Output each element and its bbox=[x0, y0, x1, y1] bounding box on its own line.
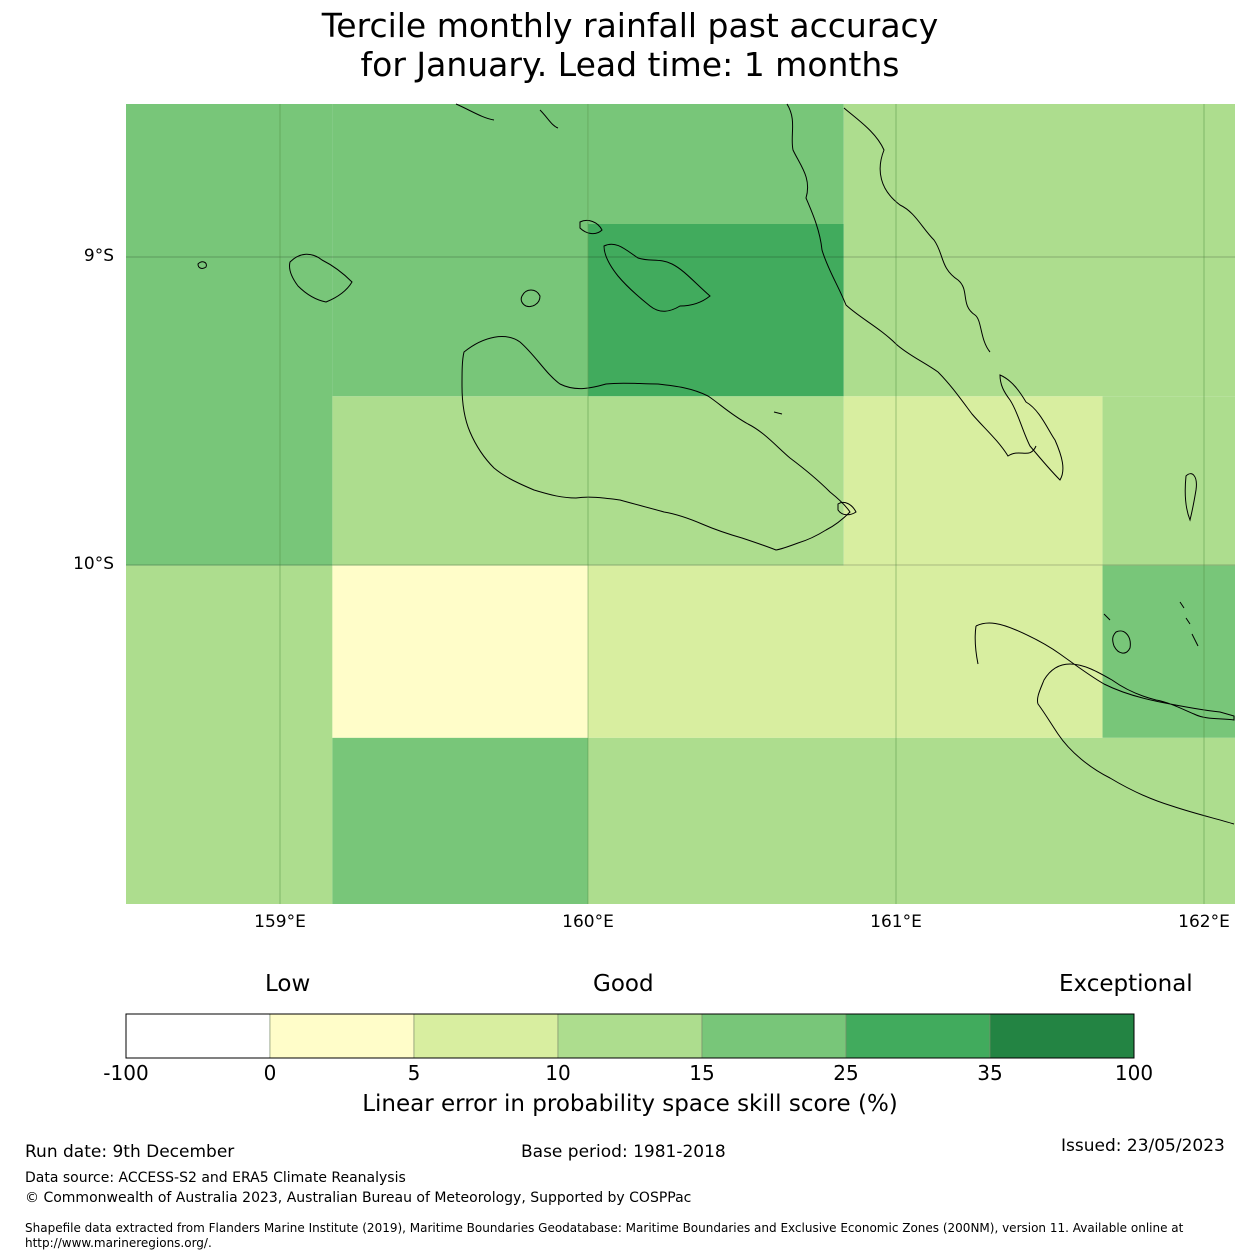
coastline-north-islets bbox=[455, 103, 559, 129]
colorbar-category-exceptional: Exceptional bbox=[1059, 971, 1193, 997]
colorbar-segment bbox=[413, 1013, 559, 1059]
colorbar-segment bbox=[701, 1013, 847, 1059]
grid-cell bbox=[843, 104, 1235, 397]
grid-cell bbox=[332, 104, 589, 397]
coastline-florida-islet bbox=[773, 411, 783, 415]
grid-cell bbox=[588, 104, 844, 224]
colorbar-tick: 5 bbox=[407, 1061, 421, 1085]
lon-label-162e: 162°E bbox=[1178, 912, 1230, 932]
grid-cell bbox=[1102, 396, 1235, 566]
colorbar-segment bbox=[989, 1013, 1135, 1059]
colorbar-frame bbox=[125, 1013, 1135, 1059]
colorbar-segment bbox=[125, 1013, 271, 1059]
lat-label-9s: 9°S bbox=[83, 246, 114, 266]
graticule bbox=[126, 256, 1235, 566]
issued-date: Issued: 23/05/2023 bbox=[1061, 1136, 1225, 1156]
copyright-notice: © Commonwealth of Australia 2023, Austra… bbox=[25, 1190, 692, 1206]
coastline-guadalcanal bbox=[461, 336, 851, 551]
colorbar-segment bbox=[269, 1013, 415, 1059]
colorbar-tick: 10 bbox=[545, 1061, 571, 1085]
coastline-small-islets-east bbox=[1103, 601, 1199, 647]
data-source: Data source: ACCESS-S2 and ERA5 Climate … bbox=[25, 1170, 406, 1186]
chart-title-line2: for January. Lead time: 1 months bbox=[360, 45, 900, 84]
colorbar-category-low: Low bbox=[265, 971, 311, 997]
colorbar-tick: 15 bbox=[689, 1061, 715, 1085]
colorbar-segment bbox=[845, 1013, 991, 1059]
grid-cell bbox=[588, 737, 1235, 904]
colorbar-segment bbox=[557, 1013, 703, 1059]
colorbar-tick: 35 bbox=[977, 1061, 1003, 1085]
run-date: Run date: 9th December bbox=[25, 1142, 235, 1162]
coastline-ramos bbox=[1184, 473, 1197, 522]
base-period: Base period: 1981-2018 bbox=[521, 1142, 726, 1162]
colorbar-tick: 25 bbox=[833, 1061, 859, 1085]
grid-cell bbox=[332, 737, 589, 904]
coastline-malaita-north bbox=[786, 103, 1037, 457]
shapefile-credit-line2: http://www.marineregions.org/. bbox=[25, 1236, 212, 1250]
coastline-nggela-north bbox=[579, 219, 603, 235]
colorbar-tick: 0 bbox=[263, 1061, 277, 1085]
coastline-savo bbox=[520, 289, 541, 307]
skill-grid bbox=[126, 104, 1235, 904]
graticule-lon bbox=[279, 104, 1205, 904]
colorbar-tick: -100 bbox=[103, 1061, 149, 1085]
grid-cell bbox=[588, 565, 1103, 738]
coastline-florida-islands bbox=[603, 243, 711, 312]
coastline-small-islet-west bbox=[197, 261, 207, 269]
coastline-russell-islands bbox=[289, 253, 353, 303]
grid-cell bbox=[126, 104, 333, 566]
grid-cell bbox=[126, 565, 333, 904]
coastline-guadalcanal-east-islet bbox=[837, 501, 857, 516]
coastline-makira-west bbox=[974, 625, 979, 665]
lon-label-159e: 159°E bbox=[254, 912, 306, 932]
coastlines bbox=[197, 103, 1235, 825]
colorbar bbox=[125, 1013, 1135, 1059]
shapefile-credit-line1: Shapefile data extracted from Flanders M… bbox=[25, 1221, 1184, 1235]
grid-cell bbox=[332, 396, 844, 566]
coastline-malaita-east bbox=[843, 107, 991, 353]
lon-label-161e: 161°E bbox=[870, 912, 922, 932]
lon-label-160e: 160°E bbox=[562, 912, 614, 932]
colorbar-label: Linear error in probability space skill … bbox=[362, 1091, 898, 1117]
colorbar-tick: 100 bbox=[1114, 1061, 1154, 1085]
chart-title-line1: Tercile monthly rainfall past accuracy bbox=[321, 6, 939, 45]
coastline-makira bbox=[975, 622, 1235, 825]
coastline-ulawa bbox=[1112, 630, 1131, 654]
grid-cell bbox=[843, 396, 1103, 566]
grid-cell bbox=[1102, 565, 1235, 738]
lat-label-10s: 10°S bbox=[73, 554, 114, 574]
grid-cell bbox=[332, 565, 589, 738]
colorbar-category-good: Good bbox=[593, 971, 654, 997]
coastline-small-malaita bbox=[999, 374, 1064, 481]
